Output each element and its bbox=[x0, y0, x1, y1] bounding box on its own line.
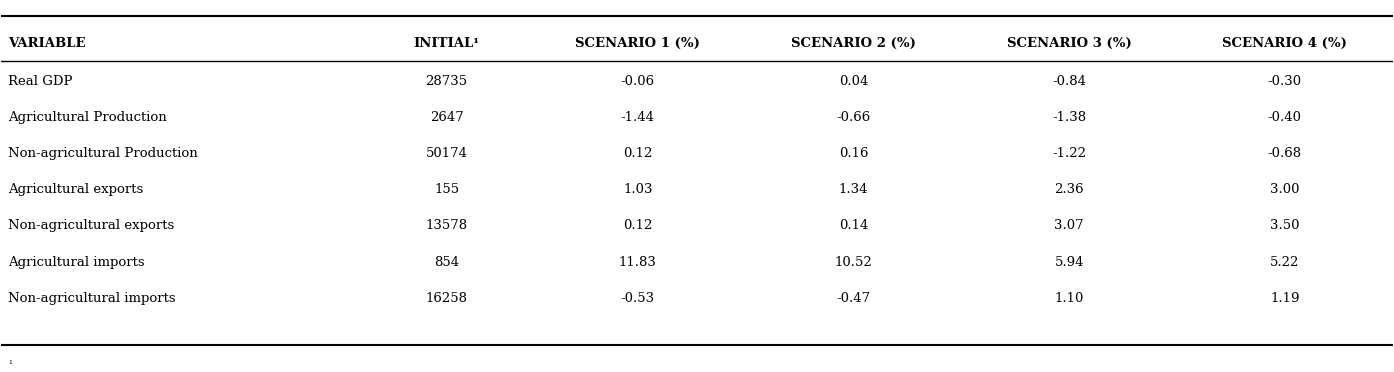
Text: Non-agricultural imports: Non-agricultural imports bbox=[8, 292, 176, 305]
Text: -1.22: -1.22 bbox=[1052, 147, 1086, 160]
Text: 5.94: 5.94 bbox=[1054, 256, 1085, 269]
Text: 10.52: 10.52 bbox=[835, 256, 873, 269]
Text: -0.84: -0.84 bbox=[1052, 75, 1086, 88]
Text: -0.30: -0.30 bbox=[1267, 75, 1302, 88]
Text: 16258: 16258 bbox=[425, 292, 467, 305]
Text: 155: 155 bbox=[434, 183, 459, 196]
Text: -0.06: -0.06 bbox=[620, 75, 655, 88]
Text: 3.50: 3.50 bbox=[1270, 219, 1299, 232]
Text: 0.04: 0.04 bbox=[839, 75, 868, 88]
Text: 2.36: 2.36 bbox=[1054, 183, 1085, 196]
Text: 28735: 28735 bbox=[425, 75, 467, 88]
Text: 5.22: 5.22 bbox=[1270, 256, 1299, 269]
Text: -0.53: -0.53 bbox=[620, 292, 655, 305]
Text: 2647: 2647 bbox=[429, 111, 463, 124]
Text: -1.38: -1.38 bbox=[1052, 111, 1086, 124]
Text: -1.44: -1.44 bbox=[620, 111, 655, 124]
Text: 3.07: 3.07 bbox=[1054, 219, 1085, 232]
Text: Agricultural exports: Agricultural exports bbox=[8, 183, 144, 196]
Text: 13578: 13578 bbox=[425, 219, 467, 232]
Text: 1.03: 1.03 bbox=[623, 183, 652, 196]
Text: 854: 854 bbox=[434, 256, 459, 269]
Text: SCENARIO 3 (%): SCENARIO 3 (%) bbox=[1006, 37, 1132, 50]
Text: -0.40: -0.40 bbox=[1267, 111, 1302, 124]
Text: 1.10: 1.10 bbox=[1054, 292, 1085, 305]
Text: VARIABLE: VARIABLE bbox=[8, 37, 86, 50]
Text: SCENARIO 1 (%): SCENARIO 1 (%) bbox=[576, 37, 700, 50]
Text: 3.00: 3.00 bbox=[1270, 183, 1299, 196]
Text: 1.19: 1.19 bbox=[1270, 292, 1299, 305]
Text: SCENARIO 2 (%): SCENARIO 2 (%) bbox=[790, 37, 916, 50]
Text: Non-agricultural Production: Non-agricultural Production bbox=[8, 147, 198, 160]
Text: -0.66: -0.66 bbox=[836, 111, 871, 124]
Text: ¹: ¹ bbox=[8, 360, 13, 369]
Text: 0.12: 0.12 bbox=[623, 219, 652, 232]
Text: -0.68: -0.68 bbox=[1267, 147, 1302, 160]
Text: SCENARIO 4 (%): SCENARIO 4 (%) bbox=[1223, 37, 1347, 50]
Text: Real GDP: Real GDP bbox=[8, 75, 72, 88]
Text: INITIAL¹: INITIAL¹ bbox=[414, 37, 480, 50]
Text: 0.14: 0.14 bbox=[839, 219, 868, 232]
Text: 1.34: 1.34 bbox=[839, 183, 868, 196]
Text: Non-agricultural exports: Non-agricultural exports bbox=[8, 219, 174, 232]
Text: Agricultural Production: Agricultural Production bbox=[8, 111, 167, 124]
Text: -0.47: -0.47 bbox=[836, 292, 871, 305]
Text: 50174: 50174 bbox=[425, 147, 467, 160]
Text: 11.83: 11.83 bbox=[619, 256, 657, 269]
Text: Agricultural imports: Agricultural imports bbox=[8, 256, 145, 269]
Text: 0.16: 0.16 bbox=[839, 147, 868, 160]
Text: 0.12: 0.12 bbox=[623, 147, 652, 160]
